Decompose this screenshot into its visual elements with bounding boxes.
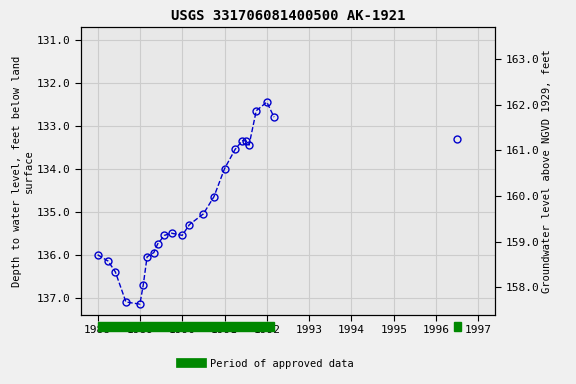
Bar xyxy=(454,322,461,331)
Y-axis label: Depth to water level, feet below land
surface: Depth to water level, feet below land su… xyxy=(12,55,33,286)
Bar xyxy=(97,322,274,331)
Title: USGS 331706081400500 AK-1921: USGS 331706081400500 AK-1921 xyxy=(170,9,406,23)
Y-axis label: Groundwater level above NGVD 1929, feet: Groundwater level above NGVD 1929, feet xyxy=(543,49,552,293)
Legend: Period of approved data: Period of approved data xyxy=(177,355,358,373)
